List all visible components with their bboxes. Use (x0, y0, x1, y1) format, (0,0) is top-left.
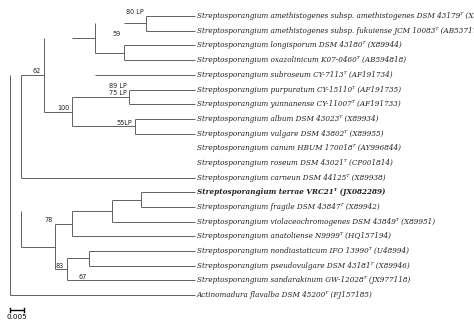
Text: Streptosporangium fragile DSM 43847ᵀ (X89942): Streptosporangium fragile DSM 43847ᵀ (X8… (197, 203, 380, 211)
Text: Streptosporangium amethistogenes subsp. amethistogenes DSM 43179ᵀ (X89935): Streptosporangium amethistogenes subsp. … (0, 322, 1, 323)
Text: Streptosporangium album: Streptosporangium album (0, 322, 1, 323)
Text: Streptosporangium roseum: Streptosporangium roseum (0, 322, 1, 323)
Text: 80 LP: 80 LP (126, 9, 144, 16)
Text: Actinomadura flavalba DSM 45200ᵀ (FJ157185): Actinomadura flavalba DSM 45200ᵀ (FJ1571… (197, 291, 373, 299)
Text: Streptosporangium nondiastaticum IFO 13990ᵀ (U48994): Streptosporangium nondiastaticum IFO 139… (197, 247, 409, 255)
Text: Streptosporangium album DSM 43023ᵀ (X89934): Streptosporangium album DSM 43023ᵀ (X899… (0, 322, 1, 323)
Text: Streptosporangium violaceochromogenes DSM 43849ᵀ (X89951): Streptosporangium violaceochromogenes DS… (197, 218, 435, 226)
Text: Streptosporangium longisporum DSM 43180ᵀ (X89944): Streptosporangium longisporum DSM 43180ᵀ… (0, 322, 1, 323)
Text: Streptosporangium vulgare DSM 43802ᵀ (X89955): Streptosporangium vulgare DSM 43802ᵀ (X8… (197, 130, 383, 138)
Text: Streptosporangium terrae VRC21ᵀ (JX082289): Streptosporangium terrae VRC21ᵀ (JX08228… (0, 322, 1, 323)
Text: Streptosporangium carneun: Streptosporangium carneun (0, 322, 1, 323)
Text: Streptosporangium violaceochromogenes DSM 43849ᵀ (X89951): Streptosporangium violaceochromogenes DS… (0, 322, 1, 323)
Text: Streptosporangium canum: Streptosporangium canum (0, 322, 1, 323)
Text: 67: 67 (78, 274, 87, 280)
Text: Streptosporangium longisporum DSM 43180ᵀ (X89944): Streptosporangium longisporum DSM 43180ᵀ… (197, 41, 401, 49)
Text: Streptosporangium amethistogenes subsp. fukuiense JCM 10083ᵀ (AB537172): Streptosporangium amethistogenes subsp. … (197, 27, 474, 35)
Text: Actinomadura flavalba: Actinomadura flavalba (0, 322, 1, 323)
Text: Streptosporangium longisporum: Streptosporangium longisporum (0, 322, 1, 323)
Text: Streptosporangium amethistogenes subsp. fukuiense JCM 10083ᵀ (AB537172): Streptosporangium amethistogenes subsp. … (0, 322, 1, 323)
Text: Streptosporangium nondiastaticum: Streptosporangium nondiastaticum (0, 322, 1, 323)
Text: Streptosporangium anatoliense N9999ᵀ (HQ157194): Streptosporangium anatoliense N9999ᵀ (HQ… (197, 233, 391, 240)
Text: Streptosporangium purpuratum CY-15110ᵀ (AF191735): Streptosporangium purpuratum CY-15110ᵀ (… (197, 86, 401, 94)
Text: Streptosporangium subroseum CY-7113ᵀ (AF191734): Streptosporangium subroseum CY-7113ᵀ (AF… (197, 71, 392, 79)
Text: Streptosporangium roseum DSM 43021ᵀ (CP001814): Streptosporangium roseum DSM 43021ᵀ (CP0… (0, 322, 1, 323)
Text: Streptosporangium violaceochromogenes: Streptosporangium violaceochromogenes (0, 322, 1, 323)
Text: Streptosporangium oxazolinicum: Streptosporangium oxazolinicum (0, 322, 1, 323)
Text: Streptosporangium amethistogenes subsp. amethistogenes DSM 43179ᵀ (X89935): Streptosporangium amethistogenes subsp. … (197, 12, 474, 20)
Text: Streptosporangium roseum DSM 43021ᵀ (CP001814): Streptosporangium roseum DSM 43021ᵀ (CP0… (197, 159, 393, 167)
Text: Streptosporangium yunnanense CY-11007ᵀ (AF191733): Streptosporangium yunnanense CY-11007ᵀ (… (0, 322, 1, 323)
Text: 100: 100 (57, 105, 70, 111)
Text: Streptosporangium yunnanense: Streptosporangium yunnanense (0, 322, 1, 323)
Text: Streptosporangium canum HBUM 170018ᵀ (AY996844): Streptosporangium canum HBUM 170018ᵀ (AY… (0, 322, 1, 323)
Text: Streptosporangium sandarakinum GW-12028ᵀ (JX977118): Streptosporangium sandarakinum GW-12028ᵀ… (0, 322, 1, 323)
Text: Streptosporangium terrae VRC21ᵀ (JX082289): Streptosporangium terrae VRC21ᵀ (JX08228… (197, 188, 385, 196)
Text: Streptosporangium purpuratum CY-15110ᵀ (AF191735): Streptosporangium purpuratum CY-15110ᵀ (… (0, 322, 1, 323)
Text: 0.005: 0.005 (7, 314, 27, 319)
Text: 78: 78 (44, 217, 53, 223)
Text: Streptosporangium sandarakinum: Streptosporangium sandarakinum (0, 322, 1, 323)
Text: Streptosporangium subroseum: Streptosporangium subroseum (0, 322, 1, 323)
Text: Streptosporangium oxazolinicum K07-0460ᵀ (AB594818): Streptosporangium oxazolinicum K07-0460ᵀ… (0, 322, 1, 323)
Text: 59: 59 (112, 31, 121, 37)
Text: Streptosporangium fragile DSM 43847ᵀ (X89942): Streptosporangium fragile DSM 43847ᵀ (X8… (0, 322, 1, 323)
Text: 62: 62 (33, 68, 41, 74)
Text: Streptosporangium yunnanense CY-11007ᵀ (AF191733): Streptosporangium yunnanense CY-11007ᵀ (… (197, 100, 401, 108)
Text: Streptosporangium carneun DSM 44125ᵀ (X89938): Streptosporangium carneun DSM 44125ᵀ (X8… (197, 174, 385, 182)
Text: Streptosporangium vulgare DSM 43802ᵀ (X89955): Streptosporangium vulgare DSM 43802ᵀ (X8… (0, 322, 1, 323)
Text: Streptosporangium pseudovulgare DSM 43181ᵀ (X89946): Streptosporangium pseudovulgare DSM 4318… (197, 262, 410, 270)
Text: Streptosporangium fragile: Streptosporangium fragile (0, 322, 1, 323)
Text: Streptosporangium purpuratum: Streptosporangium purpuratum (0, 322, 1, 323)
Text: Streptosporangium anatoliense N9999ᵀ (HQ157194): Streptosporangium anatoliense N9999ᵀ (HQ… (0, 322, 1, 323)
Text: Streptosporangium pseudovulgare: Streptosporangium pseudovulgare (0, 322, 1, 323)
Text: 83: 83 (55, 263, 64, 269)
Text: 89 LP: 89 LP (109, 83, 127, 89)
Text: Streptosporangium album DSM 43023ᵀ (X89934): Streptosporangium album DSM 43023ᵀ (X899… (197, 115, 378, 123)
Text: Streptosporangium nondiastaticum IFO 13990ᵀ (U48994): Streptosporangium nondiastaticum IFO 139… (0, 322, 1, 323)
Text: Streptosporangium oxazolinicum K07-0460ᵀ (AB594818): Streptosporangium oxazolinicum K07-0460ᵀ… (197, 56, 406, 64)
Text: Streptosporangium anatoliense: Streptosporangium anatoliense (0, 322, 1, 323)
Text: Streptosporangium vulgare: Streptosporangium vulgare (0, 322, 1, 323)
Text: Streptosporangium canum HBUM 170018ᵀ (AY996844): Streptosporangium canum HBUM 170018ᵀ (AY… (197, 144, 401, 152)
Text: 55LP: 55LP (117, 120, 132, 126)
Text: 75 LP: 75 LP (109, 90, 127, 96)
Text: Streptosporangium amethistogenes: Streptosporangium amethistogenes (0, 322, 1, 323)
Text: Streptosporangium carneun DSM 44125ᵀ (X89938): Streptosporangium carneun DSM 44125ᵀ (X8… (0, 322, 1, 323)
Text: Streptosporangium pseudovulgare DSM 43181ᵀ (X89946): Streptosporangium pseudovulgare DSM 4318… (0, 322, 1, 323)
Text: Streptosporangium amethistogenes: Streptosporangium amethistogenes (0, 322, 1, 323)
Text: Streptosporangium subroseum CY-7113ᵀ (AF191734): Streptosporangium subroseum CY-7113ᵀ (AF… (0, 322, 1, 323)
Text: Streptosporangium terrae: Streptosporangium terrae (0, 322, 1, 323)
Text: Streptosporangium sandarakinum GW-12028ᵀ (JX977118): Streptosporangium sandarakinum GW-12028ᵀ… (197, 276, 410, 285)
Text: Actinomadura flavalba DSM 45200ᵀ (FJ157185): Actinomadura flavalba DSM 45200ᵀ (FJ1571… (0, 322, 1, 323)
